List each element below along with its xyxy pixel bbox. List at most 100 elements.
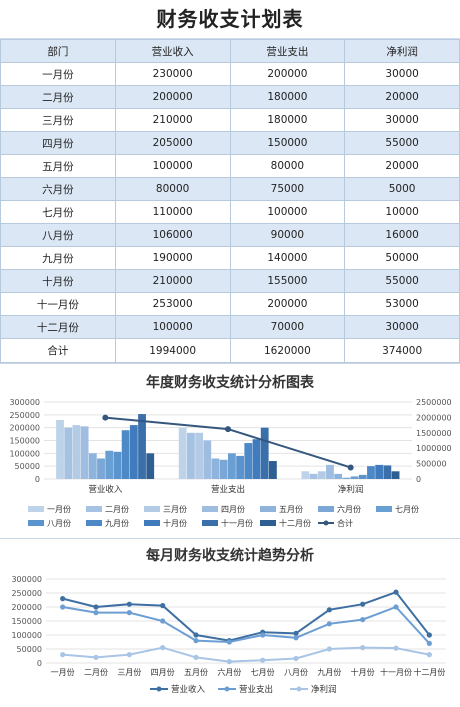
annual-bar-chart: 年度财务收支统计分析图表 0 50000 100000 150000 200000 250… <box>0 363 460 538</box>
y2-tick-label: 500000 <box>416 460 447 469</box>
month-cell: 三月份 <box>0 108 116 132</box>
income-cell: 80000 <box>114 177 231 201</box>
bar <box>260 427 269 479</box>
legend-label: 十一月份 <box>221 518 253 528</box>
table-row: 一月份 230000 200000 30000 <box>0 62 460 86</box>
x-category-label: 营业收入 <box>88 484 123 495</box>
income-cell: 253000 <box>114 292 231 316</box>
series-point <box>93 654 99 660</box>
x-category-label: 八月份 <box>284 667 308 677</box>
profit-cell: 55000 <box>344 269 460 293</box>
y-tick-label: 100000 <box>11 631 42 640</box>
x-category-label: 营业支出 <box>211 484 245 495</box>
table-row: 四月份 205000 150000 55000 <box>0 131 460 155</box>
y-tick-label: 200000 <box>9 424 40 433</box>
legend-swatch <box>260 506 276 512</box>
income-cell: 230000 <box>114 62 231 86</box>
monthly-line-chart: 每月财务收支统计趋势分析 0 50000 100000 150000 200000 250… <box>0 538 460 707</box>
legend-swatch <box>260 520 276 526</box>
y-tick-label: 0 <box>37 659 42 668</box>
bar <box>375 464 384 479</box>
y2-tick-label: 1000000 <box>416 444 452 453</box>
legend-swatch <box>144 520 160 526</box>
bar <box>138 414 146 479</box>
expense-cell: 180000 <box>229 108 346 132</box>
series-point <box>393 604 399 610</box>
expense-cell: 180000 <box>229 85 346 109</box>
profit-cell: 20000 <box>344 154 460 178</box>
bar <box>309 473 318 479</box>
series-point <box>360 617 366 623</box>
header-profit: 净利润 <box>344 39 460 63</box>
series-point <box>126 601 132 607</box>
bar <box>228 453 236 479</box>
expense-cell: 140000 <box>229 246 346 270</box>
series-point <box>93 604 99 610</box>
legend-label: 二月份 <box>105 504 129 514</box>
bar <box>56 419 64 479</box>
series-point <box>60 604 66 610</box>
month-cell: 七月份 <box>0 200 116 224</box>
series-point <box>293 635 299 641</box>
month-cell: 六月份 <box>0 177 116 201</box>
legend-label: 七月份 <box>395 504 419 514</box>
y-tick-label: 0 <box>35 475 40 484</box>
y-tick-label: 250000 <box>9 411 40 420</box>
table-total-row: 合计 1994000 1620000 374000 <box>0 338 460 363</box>
y2-tick-label: 2000000 <box>416 413 452 422</box>
table-row: 九月份 190000 140000 50000 <box>0 246 460 270</box>
y-tick-label: 250000 <box>11 589 42 598</box>
total-profit-cell: 374000 <box>344 338 460 363</box>
legend-swatch <box>86 520 102 526</box>
y-tick-label: 150000 <box>11 617 42 626</box>
bar <box>80 426 89 479</box>
monthly-line-chart-svg: 0 50000 100000 150000 200000 250000 300000 一月份二… <box>11 575 446 695</box>
y-tick-label: 100000 <box>9 449 40 458</box>
y-tick-label: 50000 <box>17 645 42 654</box>
profit-cell: 20000 <box>344 85 460 109</box>
series-line <box>62 646 430 663</box>
series-point <box>60 652 66 658</box>
bar <box>367 466 375 479</box>
header-income: 营业收入 <box>114 39 231 63</box>
series-point <box>393 645 399 651</box>
profit-cell: 30000 <box>344 315 460 339</box>
legend-label: 三月份 <box>163 504 187 514</box>
x-category-label: 五月份 <box>184 667 208 677</box>
table-row: 六月份 80000 75000 5000 <box>0 177 460 201</box>
bar <box>121 430 130 479</box>
bar <box>334 473 343 479</box>
legend-label: 四月份 <box>221 504 245 514</box>
legend-swatch <box>28 506 44 512</box>
table-row: 七月份 110000 100000 10000 <box>0 200 460 224</box>
legend-swatch <box>376 506 392 512</box>
legend-swatch <box>144 506 160 512</box>
series-point <box>260 632 266 638</box>
y2-tick-label: 1500000 <box>416 429 452 438</box>
income-cell: 190000 <box>114 246 231 270</box>
bar <box>113 451 122 479</box>
legend-swatch <box>202 506 218 512</box>
bar <box>187 432 195 479</box>
expense-cell: 80000 <box>229 154 346 178</box>
legend-label: 营业支出 <box>239 684 273 695</box>
expense-cell: 75000 <box>229 177 346 201</box>
series-point <box>326 621 332 627</box>
profit-cell: 5000 <box>344 177 460 201</box>
month-cell: 四月份 <box>0 131 116 155</box>
table-row: 八月份 106000 90000 16000 <box>0 223 460 247</box>
series-point <box>93 610 99 616</box>
series-point <box>293 655 299 662</box>
legend-label: 六月份 <box>337 504 361 514</box>
x-category-label: 十一月份 <box>380 667 412 677</box>
legend-label: 净利润 <box>311 684 337 695</box>
income-cell: 200000 <box>114 85 231 109</box>
month-cell: 十二月份 <box>0 315 116 339</box>
month-cell: 二月份 <box>0 85 116 109</box>
legend-label: 合计 <box>337 518 353 528</box>
legend-marker <box>323 520 329 526</box>
bar <box>342 477 351 479</box>
total-point <box>102 414 109 421</box>
bar <box>88 453 97 479</box>
bar <box>391 471 400 479</box>
